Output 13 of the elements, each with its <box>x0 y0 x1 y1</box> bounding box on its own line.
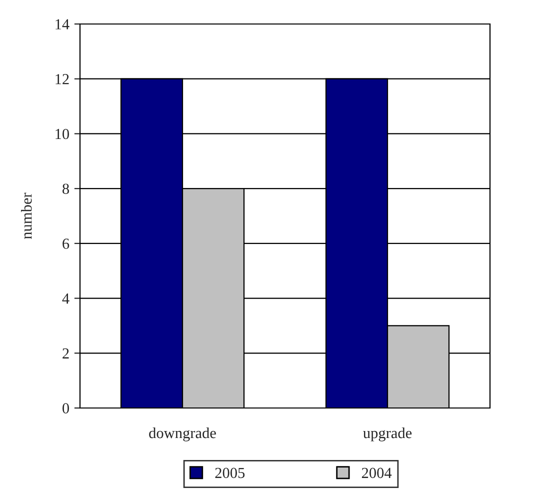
y-tick-label: 2 <box>62 348 69 358</box>
y-axis-title: number <box>21 192 32 239</box>
legend-label: 2004 <box>362 468 392 478</box>
x-tick-label: downgrade <box>149 427 216 442</box>
y-tick-label: 10 <box>56 128 69 140</box>
y-tick-label: 8 <box>62 184 69 194</box>
y-tick-label: 14 <box>56 19 70 30</box>
y-tick-label: 6 <box>62 238 70 249</box>
legend-label: 2005 <box>215 468 245 478</box>
y-tick-label: 0 <box>62 403 69 414</box>
x-tick-label: upgrade <box>363 427 412 442</box>
y-tick-label: 12 <box>56 74 69 84</box>
y-tick-label: 4 <box>62 294 70 304</box>
